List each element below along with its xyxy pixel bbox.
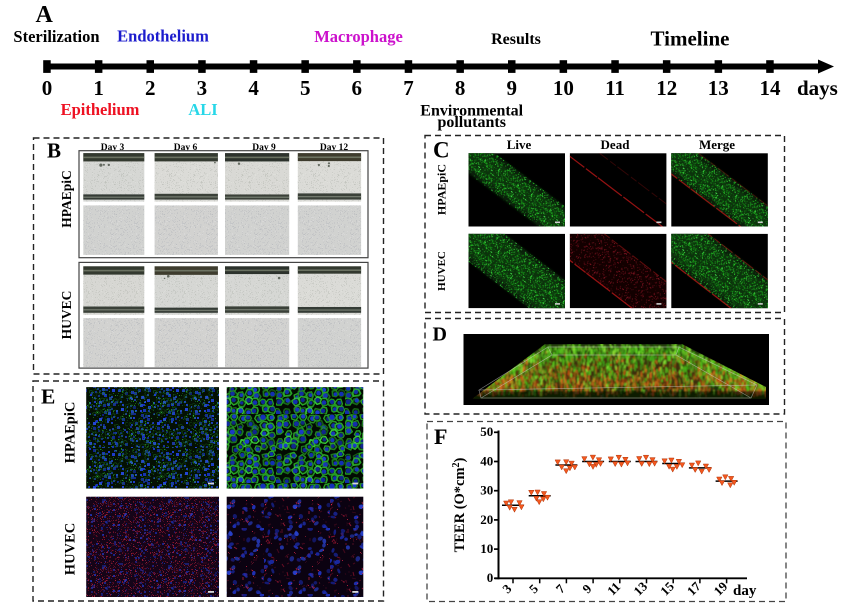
svg-text:8: 8 [455,76,466,100]
svg-text:HUVEC: HUVEC [59,291,74,340]
svg-text:4: 4 [248,76,259,100]
svg-text:TEER (O*cm2): TEER (O*cm2) [451,457,468,552]
svg-text:C: C [433,138,450,163]
svg-text:B: B [47,139,61,163]
svg-text:HPAEpiC: HPAEpiC [435,164,449,215]
svg-text:30: 30 [480,483,493,498]
svg-text:20: 20 [480,512,493,527]
svg-text:Day 3: Day 3 [101,143,125,153]
svg-text:Live: Live [507,137,532,152]
svg-text:Merge: Merge [699,137,735,152]
svg-text:pollutants: pollutants [437,114,505,131]
svg-text:Results: Results [491,31,541,48]
svg-text:13: 13 [708,76,729,100]
svg-text:2: 2 [145,76,156,100]
svg-text:Macrophage: Macrophage [314,27,403,46]
svg-text:A: A [36,2,54,28]
svg-text:40: 40 [480,453,493,468]
svg-text:10: 10 [553,76,574,100]
svg-text:Environmental: Environmental [420,102,523,119]
svg-text:HUVEC: HUVEC [63,523,79,575]
svg-text:ALI: ALI [188,100,217,119]
svg-text:14: 14 [760,76,782,100]
svg-text:Dead: Dead [601,137,631,152]
svg-text:Timeline: Timeline [651,27,730,51]
svg-text:Day 9: Day 9 [252,143,276,153]
svg-text:Day 6: Day 6 [174,143,198,153]
svg-text:Epithelium: Epithelium [61,100,140,119]
svg-text:E: E [41,385,55,409]
svg-text:Sterilization: Sterilization [13,27,99,46]
svg-text:12: 12 [656,76,677,100]
svg-text:day: day [733,583,757,599]
svg-text:7: 7 [403,76,414,100]
svg-text:10: 10 [480,541,493,556]
svg-text:0: 0 [487,570,494,585]
svg-text:50: 50 [480,424,493,439]
svg-text:6: 6 [352,76,363,100]
svg-text:Day 12: Day 12 [320,143,348,153]
svg-text:HUVEC: HUVEC [436,251,448,291]
svg-text:days: days [797,76,838,100]
svg-text:HPAEpiC: HPAEpiC [63,402,79,464]
svg-text:Endothelium: Endothelium [117,27,209,46]
svg-text:3: 3 [197,76,208,100]
svg-text:HPAEpiC: HPAEpiC [59,170,74,228]
svg-text:5: 5 [300,76,311,100]
svg-text:F: F [434,424,447,449]
svg-text:D: D [433,324,447,346]
svg-text:9: 9 [507,76,518,100]
svg-text:1: 1 [93,76,104,100]
svg-text:11: 11 [605,76,625,100]
svg-text:0: 0 [42,76,53,100]
